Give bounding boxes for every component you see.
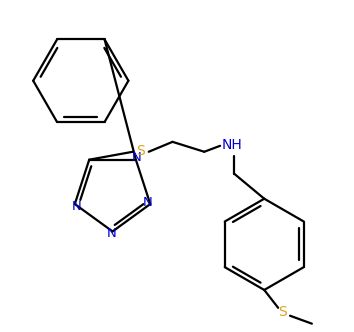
Text: N: N: [142, 196, 152, 208]
Text: N: N: [72, 200, 82, 212]
Text: S: S: [136, 144, 145, 158]
Text: S: S: [278, 305, 286, 319]
Text: N: N: [132, 151, 142, 164]
Text: N: N: [107, 227, 116, 240]
Text: NH: NH: [222, 138, 242, 152]
